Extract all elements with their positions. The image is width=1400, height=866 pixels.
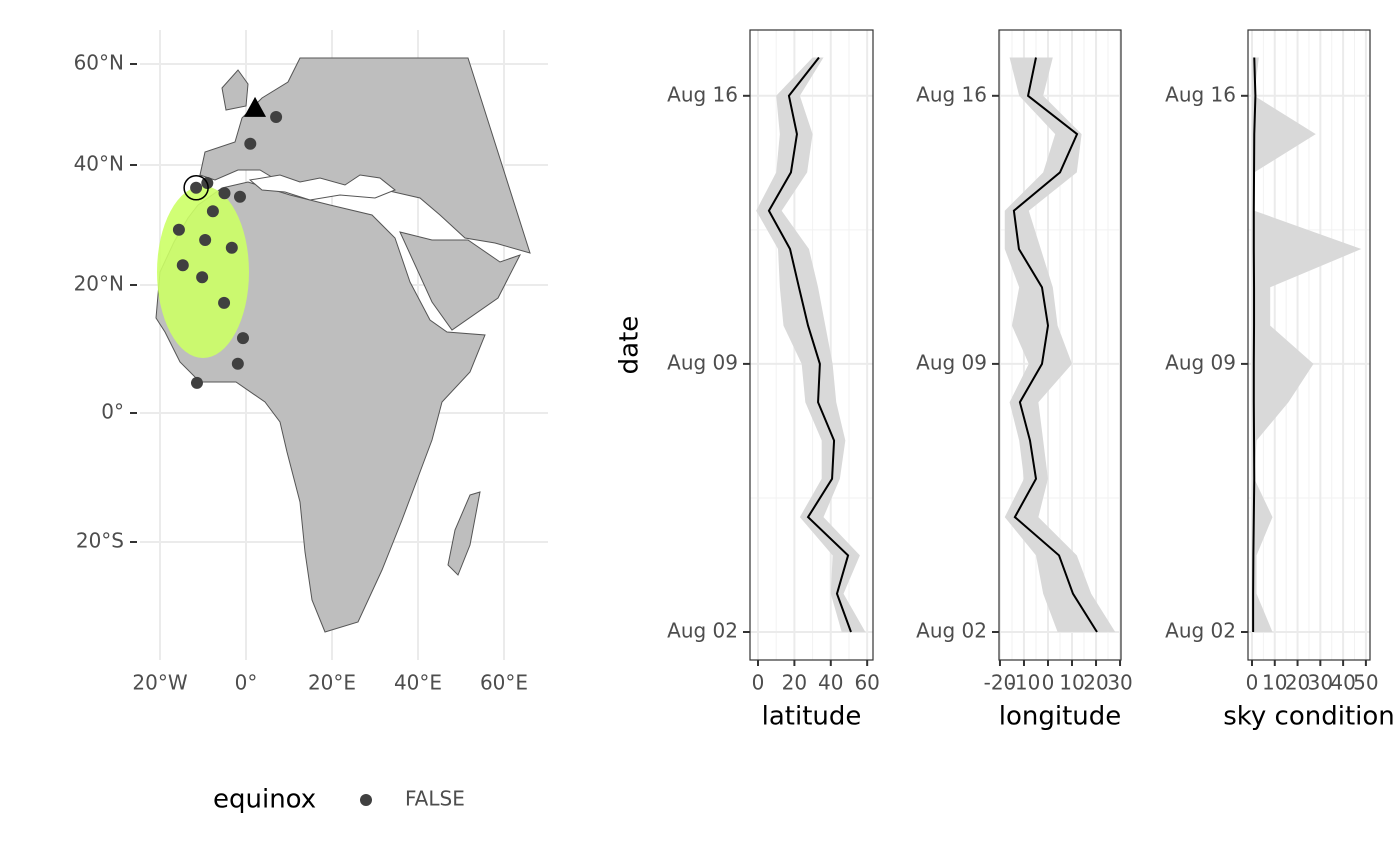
- legend-label: FALSE: [405, 787, 465, 811]
- y-tick-label: 20°S: [76, 529, 124, 553]
- x-tick-label: 0: [752, 671, 765, 695]
- x-tick-label: 60: [854, 671, 879, 695]
- point: [236, 332, 249, 345]
- legend-title: equinox: [213, 785, 316, 815]
- legend-key: [360, 794, 372, 806]
- madagascar: [447, 491, 481, 576]
- line: [1252, 57, 1257, 632]
- x-tick-label: 50: [1353, 671, 1378, 695]
- start-marker: [244, 96, 267, 117]
- line: [1012, 57, 1098, 633]
- x-tick-label: 0: [1042, 671, 1055, 695]
- panel-border: [998, 29, 1122, 661]
- x-tick-label: 20°W: [132, 671, 187, 695]
- x-tick-label: 40°E: [394, 671, 442, 695]
- y-tick-label: Aug 09: [1165, 350, 1236, 374]
- point: [206, 205, 219, 218]
- x-tick-label: 10: [1262, 671, 1287, 695]
- y-tick-label: Aug 02: [916, 619, 987, 643]
- panel-border: [1247, 29, 1371, 661]
- y-tick-label: Aug 02: [1165, 619, 1236, 643]
- point: [190, 376, 203, 389]
- line: [767, 56, 852, 633]
- x-tick-label: 40: [818, 671, 843, 695]
- x-tick-label: 0°: [235, 671, 258, 695]
- x-tick-label: 0: [1246, 671, 1259, 695]
- britain: [221, 69, 249, 111]
- y-tick-label: 0°: [101, 400, 124, 424]
- ribbon: [1251, 57, 1362, 632]
- point: [172, 223, 185, 236]
- x-tick-label: 20: [1083, 671, 1108, 695]
- x-tick-label: 30: [1107, 671, 1132, 695]
- x-tick-label: 20: [1285, 671, 1310, 695]
- point: [190, 181, 203, 194]
- y-tick-label: Aug 02: [667, 619, 738, 643]
- y-tick-label: Aug 16: [916, 82, 987, 106]
- panel: [749, 29, 874, 661]
- x-tick-label: -10: [1008, 671, 1041, 695]
- x-axis-title: longitude: [999, 702, 1122, 732]
- x-tick-label: 30: [1308, 671, 1333, 695]
- point: [199, 234, 212, 246]
- y-tick-label: Aug 09: [916, 350, 987, 374]
- arabia: [399, 231, 522, 331]
- ribbon: [756, 57, 866, 632]
- point: [218, 296, 231, 309]
- point: [196, 271, 209, 284]
- y-tick-label: Aug 09: [667, 350, 738, 374]
- x-tick-label: 20°E: [308, 671, 356, 695]
- x-tick-label: -20: [984, 671, 1017, 695]
- land: [155, 57, 531, 633]
- y-tick-label: 40°N: [74, 152, 124, 176]
- panel-border: [749, 29, 874, 661]
- point: [176, 259, 189, 272]
- med-sea: [248, 174, 396, 201]
- panel: [1247, 29, 1371, 661]
- map-points: [172, 96, 283, 389]
- point: [233, 190, 246, 203]
- y-axis-title: date: [615, 316, 645, 375]
- highlight-marker: [183, 175, 209, 201]
- point: [225, 241, 238, 254]
- point: [218, 187, 231, 200]
- x-axis-title: latitude: [762, 702, 862, 732]
- x-tick-label: 20: [782, 671, 807, 695]
- y-tick-label: 20°N: [74, 272, 124, 296]
- panel: [998, 29, 1122, 661]
- x-tick-label: 40: [1330, 671, 1355, 695]
- x-tick-label: 10: [1059, 671, 1084, 695]
- y-tick-label: Aug 16: [667, 82, 738, 106]
- point: [270, 111, 283, 124]
- y-tick-label: 60°N: [74, 51, 124, 75]
- ribbon: [1004, 57, 1116, 632]
- point: [244, 137, 257, 150]
- y-tick-label: Aug 16: [1165, 82, 1236, 106]
- x-tick-label: 60°E: [480, 671, 528, 695]
- x-axis-title: sky condition: [1223, 702, 1395, 732]
- point: [231, 357, 244, 370]
